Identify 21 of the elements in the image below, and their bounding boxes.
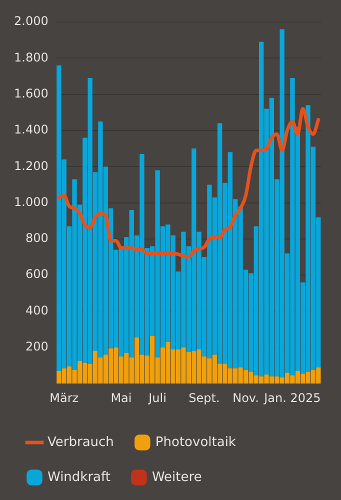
- y-tick-label: 1.000: [14, 194, 48, 209]
- y-tick-label: 200: [25, 340, 48, 354]
- x-tick-label: Sept.: [188, 390, 220, 405]
- legend-label: Photovoltaik: [155, 434, 236, 450]
- x-tick-label: Mai: [110, 390, 132, 405]
- y-tick-label: 1.400: [14, 122, 48, 137]
- y-tick-label: 400: [25, 303, 48, 318]
- x-tick-label: Jan. 2025: [263, 390, 321, 405]
- x-tick-label: März: [50, 390, 79, 405]
- x-tick-label: Nov.: [232, 390, 259, 405]
- y-tick-label: 1.600: [14, 86, 48, 100]
- y-tick-label: 2.000: [14, 14, 48, 28]
- legend-label: Verbrauch: [48, 434, 114, 450]
- y-tick-label: 600: [25, 267, 48, 282]
- y-tick-label: 1.200: [14, 158, 48, 173]
- legend-label: Weitere: [152, 470, 202, 485]
- line-series: [57, 107, 320, 259]
- legend-label: Windkraft: [48, 470, 110, 485]
- y-tick-label: 1.800: [14, 50, 48, 64]
- x-tick-label: Juli: [148, 390, 166, 405]
- y-tick-label: 800: [25, 231, 48, 246]
